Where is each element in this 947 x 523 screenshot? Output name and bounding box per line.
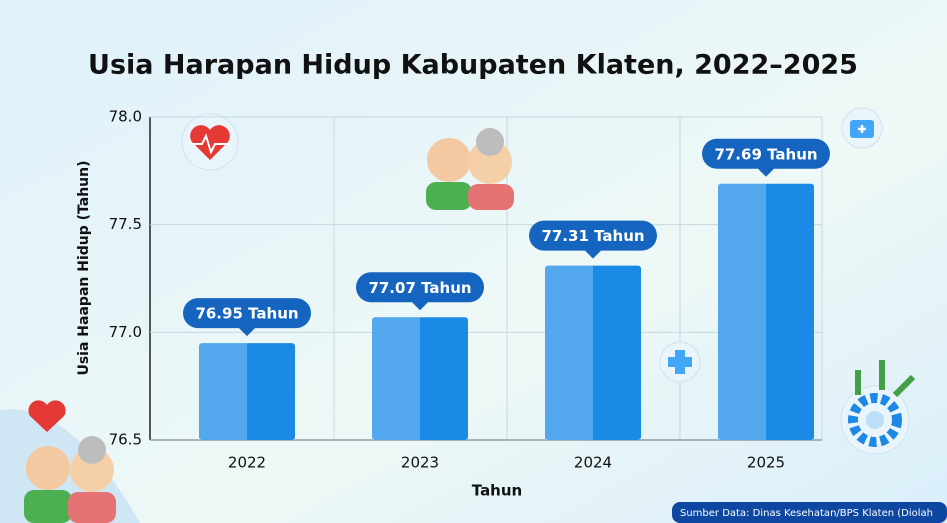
y-tick-label: 78.0 [109, 108, 142, 126]
value-label: 77.69 Tahun [714, 145, 817, 163]
page: Usia Harapan Hidup Kabupaten Klaten, 202… [0, 0, 947, 523]
source-text: Sumber Data: Dinas Kesehatan/BPS Klaten … [680, 508, 933, 519]
x-tick-label: 2025 [747, 454, 785, 472]
bar-highlight [199, 343, 247, 440]
cross-icon [660, 342, 700, 382]
bar-highlight [372, 317, 420, 440]
chart: Usia Harapan Hidup Kabupaten Klaten, 202… [0, 0, 947, 523]
y-axis-label: Usia Haapan Hidup (Tahun) [76, 160, 92, 375]
x-tick-label: 2024 [574, 454, 612, 472]
y-tick-label: 76.5 [109, 431, 142, 449]
bar-highlight [718, 184, 766, 440]
x-axis-label: Tahun [472, 482, 522, 500]
y-tick-label: 77.5 [109, 215, 142, 233]
x-tick-label: 2022 [228, 454, 266, 472]
medical-kit-icon [842, 108, 882, 148]
bar-highlight [545, 266, 593, 440]
chart-title: Usia Harapan Hidup Kabupaten Klaten, 202… [88, 50, 858, 81]
value-label: 77.31 Tahun [541, 227, 644, 245]
y-tick-label: 77.0 [109, 323, 142, 341]
x-tick-label: 2023 [401, 454, 439, 472]
heart-icon [182, 114, 238, 170]
value-label: 76.95 Tahun [195, 305, 298, 323]
value-label: 77.07 Tahun [368, 279, 471, 297]
